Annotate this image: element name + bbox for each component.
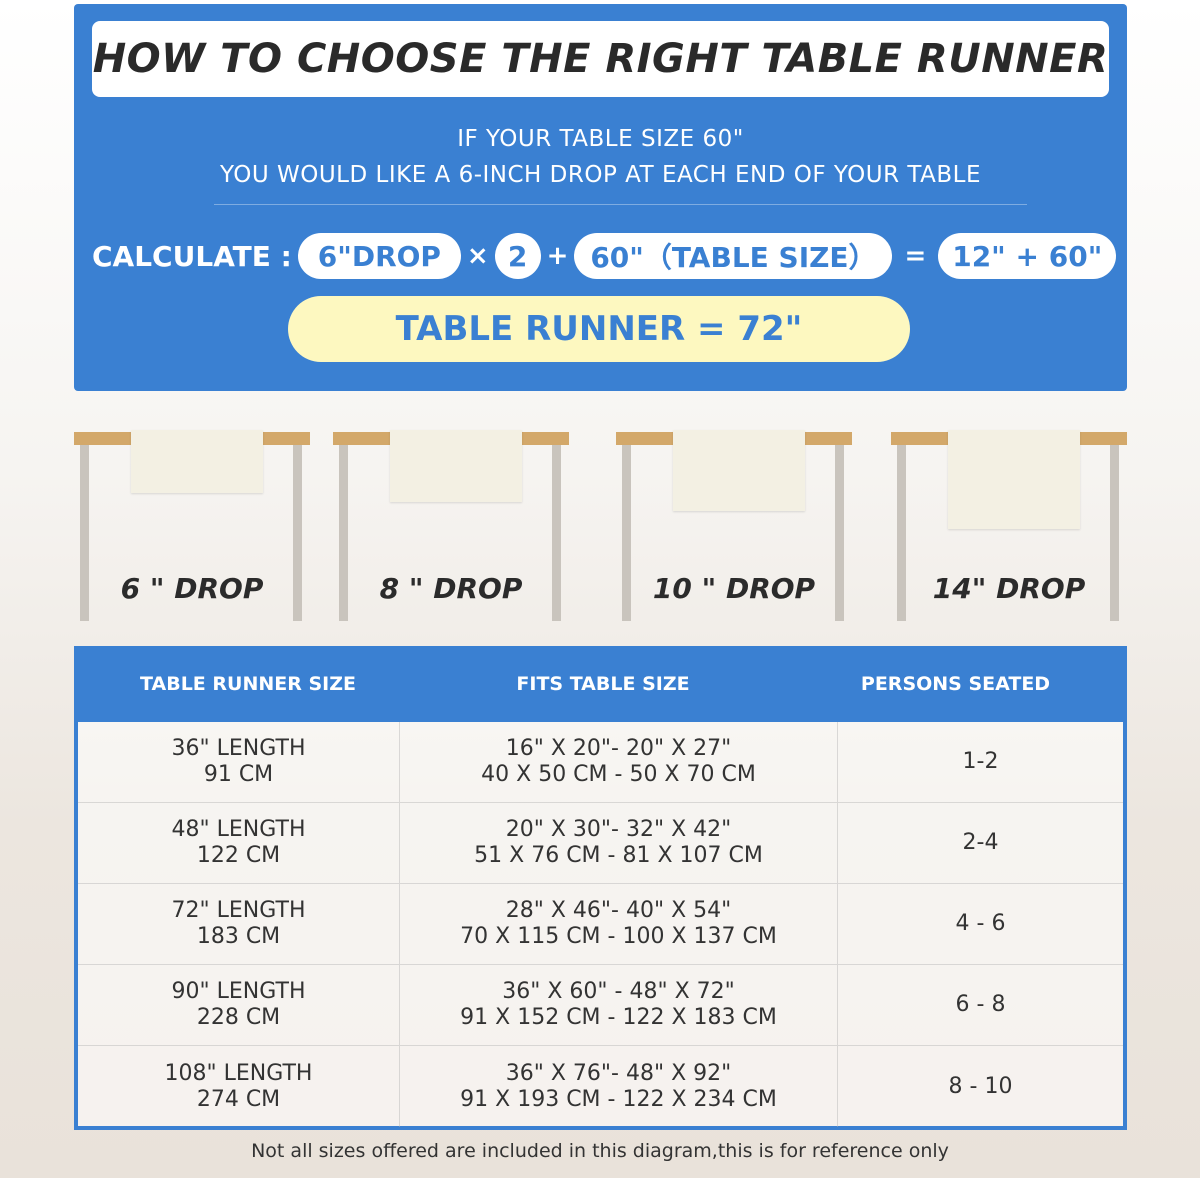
drop-illustration: 6 " DROP [74, 430, 310, 622]
fits-cm: 91 X 152 CM - 122 X 183 CM [460, 1005, 777, 1030]
fits-table-cell: 28" X 46"- 40" X 54" 70 X 115 CM - 100 X… [400, 884, 838, 964]
header-persons-seated: PERSONS SEATED [860, 673, 1051, 695]
subtitle-line-2: YOU WOULD LIKE A 6-INCH DROP AT EACH END… [219, 162, 982, 188]
table-leg [80, 445, 89, 621]
fits-inches: 36" X 60" - 48" X 72" [502, 979, 735, 1004]
drop-illustration: 10 " DROP [616, 430, 852, 622]
table-runner [131, 430, 263, 493]
persons-cell: 8 - 10 [948, 1073, 1013, 1099]
fits-table-cell: 20" X 30"- 32" X 42" 51 X 76 CM - 81 X 1… [400, 803, 838, 883]
fits-table-cell: 16" X 20"- 20" X 27" 40 X 50 CM - 50 X 7… [400, 722, 838, 802]
persons-cell: 6 - 8 [955, 992, 1006, 1017]
persons-cell: 4 - 6 [955, 911, 1006, 936]
drop-illustration: 8 " DROP [333, 430, 569, 622]
length-cm: 122 CM [196, 843, 281, 868]
table-runner [948, 430, 1080, 530]
length-inches: 108" LENGTH [164, 1060, 313, 1086]
calculation-panel: HOW TO CHOOSE THE RIGHT TABLE RUNNER IF … [74, 4, 1127, 391]
sum-pill: 12" + 60" [938, 233, 1117, 279]
result-pill: TABLE RUNNER = 72" [288, 296, 910, 362]
size-table: TABLE RUNNER SIZE FITS TABLE SIZE PERSON… [74, 646, 1127, 1130]
length-cm: 183 CM [196, 924, 281, 949]
table-row: 108" LENGTH 274 CM 36" X 76"- 48" X 92" … [78, 1046, 1123, 1127]
table-header: TABLE RUNNER SIZE FITS TABLE SIZE PERSON… [78, 646, 1123, 722]
table-row: 36" LENGTH 91 CM 16" X 20"- 20" X 27" 40… [78, 722, 1123, 803]
drop-illustration: 14" DROP [891, 430, 1127, 622]
table-leg [293, 445, 302, 621]
fits-inches: 28" X 46"- 40" X 54" [505, 898, 732, 923]
table-leg [1110, 445, 1119, 621]
multiplier-pill: 2 [494, 233, 541, 279]
calculation-row: CALCULATE : 6"DROP × 2 + 60"（TABLE SIZE）… [92, 232, 1117, 280]
table-row: 72" LENGTH 183 CM 28" X 46"- 40" X 54" 7… [78, 884, 1123, 965]
table-leg [897, 445, 906, 621]
footnote: Not all sizes offered are included in th… [251, 1140, 949, 1162]
drop-label: 10 " DROP [652, 572, 816, 605]
drop-pill: 6"DROP [297, 233, 461, 279]
subtitle-line-1: IF YOUR TABLE SIZE 60" [457, 126, 744, 152]
fits-table-cell: 36" X 60" - 48" X 72" 91 X 152 CM - 122 … [400, 965, 838, 1045]
fits-inches: 16" X 20"- 20" X 27" [505, 736, 732, 761]
plus-sign: + [546, 241, 569, 271]
table-leg [835, 445, 844, 621]
runner-size-cell: 108" LENGTH 274 CM [78, 1046, 400, 1127]
fits-table-cell: 36" X 76"- 48" X 92" 91 X 193 CM - 122 X… [400, 1046, 838, 1127]
fits-inches: 20" X 30"- 32" X 42" [505, 817, 732, 842]
drop-label: 8 " DROP [379, 572, 523, 605]
divider [214, 204, 1027, 205]
persons-cell: 1-2 [962, 749, 999, 774]
equals-sign: = [904, 241, 927, 271]
length-inches: 36" LENGTH [171, 736, 306, 761]
fits-cm: 70 X 115 CM - 100 X 137 CM [460, 924, 777, 949]
page-title: HOW TO CHOOSE THE RIGHT TABLE RUNNER [92, 21, 1109, 97]
fits-cm: 91 X 193 CM - 122 X 234 CM [460, 1086, 777, 1112]
length-inches: 72" LENGTH [171, 898, 306, 923]
table-leg [339, 445, 348, 621]
header-runner-size: TABLE RUNNER SIZE [140, 673, 356, 695]
table-runner [390, 430, 522, 502]
drop-label: 14" DROP [932, 572, 1086, 605]
drop-label: 6 " DROP [120, 572, 264, 605]
fits-cm: 40 X 50 CM - 50 X 70 CM [481, 762, 756, 787]
length-cm: 91 CM [203, 762, 274, 787]
table-row: 90" LENGTH 228 CM 36" X 60" - 48" X 72" … [78, 965, 1123, 1046]
calc-label: CALCULATE : [92, 239, 292, 273]
header-fits-table-size: FITS TABLE SIZE [516, 673, 690, 695]
runner-size-cell: 72" LENGTH 183 CM [78, 884, 400, 964]
times-sign: × [466, 241, 489, 271]
table-leg [622, 445, 631, 621]
table-row: 48" LENGTH 122 CM 20" X 30"- 32" X 42" 5… [78, 803, 1123, 884]
table-leg [552, 445, 561, 621]
runner-size-cell: 36" LENGTH 91 CM [78, 722, 400, 802]
fits-cm: 51 X 76 CM - 81 X 107 CM [474, 843, 763, 868]
fits-inches: 36" X 76"- 48" X 92" [505, 1060, 732, 1086]
runner-size-cell: 90" LENGTH 228 CM [78, 965, 400, 1045]
runner-size-cell: 48" LENGTH 122 CM [78, 803, 400, 883]
persons-cell: 2-4 [962, 830, 999, 855]
length-cm: 228 CM [196, 1005, 281, 1030]
length-inches: 48" LENGTH [171, 817, 306, 842]
length-inches: 90" LENGTH [171, 979, 306, 1004]
table-size-pill: 60"（TABLE SIZE） [574, 233, 893, 279]
length-cm: 274 CM [196, 1086, 281, 1112]
table-runner [673, 430, 805, 511]
